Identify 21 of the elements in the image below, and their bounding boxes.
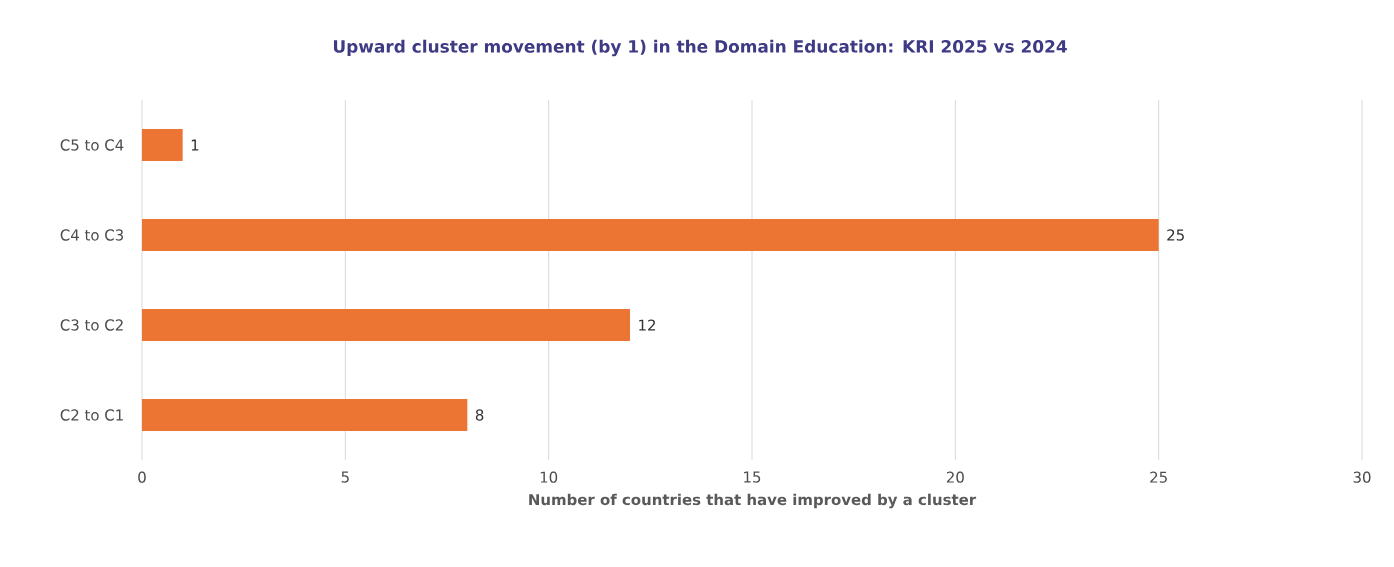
- data-label: 8: [475, 409, 484, 421]
- data-label: 1: [191, 139, 199, 151]
- x-tick-label: 5: [341, 471, 349, 483]
- x-tick-label: 10: [540, 471, 558, 483]
- data-label: 12: [639, 319, 656, 331]
- y-tick-label: C2 to C1: [60, 409, 123, 421]
- y-tick-label: C4 to C3: [60, 229, 124, 241]
- y-tick-label: C5 to C4: [60, 139, 124, 151]
- y-tick-label: C3 to C2: [60, 319, 123, 331]
- bar: [142, 129, 183, 161]
- bar: [142, 219, 1159, 251]
- x-axis-title: Number of countries that have improved by a cluster: [529, 493, 977, 509]
- x-tick-label: 0: [138, 471, 146, 483]
- data-label: 25: [1167, 229, 1184, 241]
- x-tick-label: 25: [1150, 471, 1167, 483]
- x-tick-label: 15: [744, 471, 761, 483]
- bar: [142, 399, 468, 431]
- x-tick-label: 30: [1353, 471, 1371, 483]
- bar: [142, 309, 630, 341]
- x-tick-label: 20: [946, 471, 964, 483]
- chart-title: Upward cluster movement (by 1) in the Domain Education: KRI 2025 vs 2024: [333, 39, 1067, 57]
